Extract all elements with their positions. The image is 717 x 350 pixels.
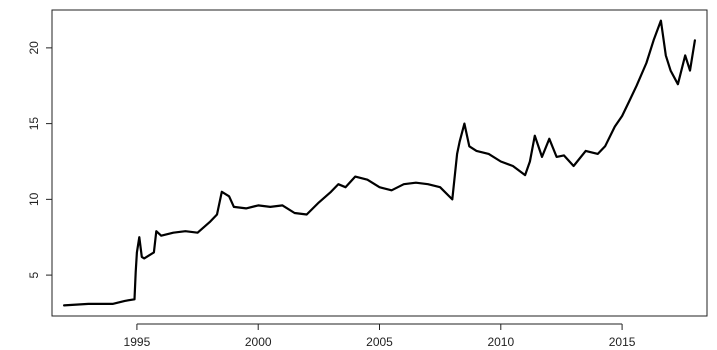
x-tick-label: 2010 [487, 335, 514, 349]
y-tick-label: 20 [27, 41, 41, 55]
y-tick-label: 5 [27, 271, 41, 278]
x-tick-label: 1995 [124, 335, 151, 349]
y-axis: 5 10 15 20 [27, 41, 52, 278]
x-tick-label: 2015 [609, 335, 636, 349]
x-tick-label: 2000 [245, 335, 272, 349]
plot-frame [51, 9, 708, 317]
x-axis: 1995 2000 2005 2010 2015 [124, 323, 636, 349]
y-tick-label: 10 [27, 192, 41, 206]
series-line [62, 19, 697, 307]
y-tick-label: 15 [27, 117, 41, 131]
x-tick-label: 2005 [366, 335, 393, 349]
series-layer [62, 19, 697, 307]
